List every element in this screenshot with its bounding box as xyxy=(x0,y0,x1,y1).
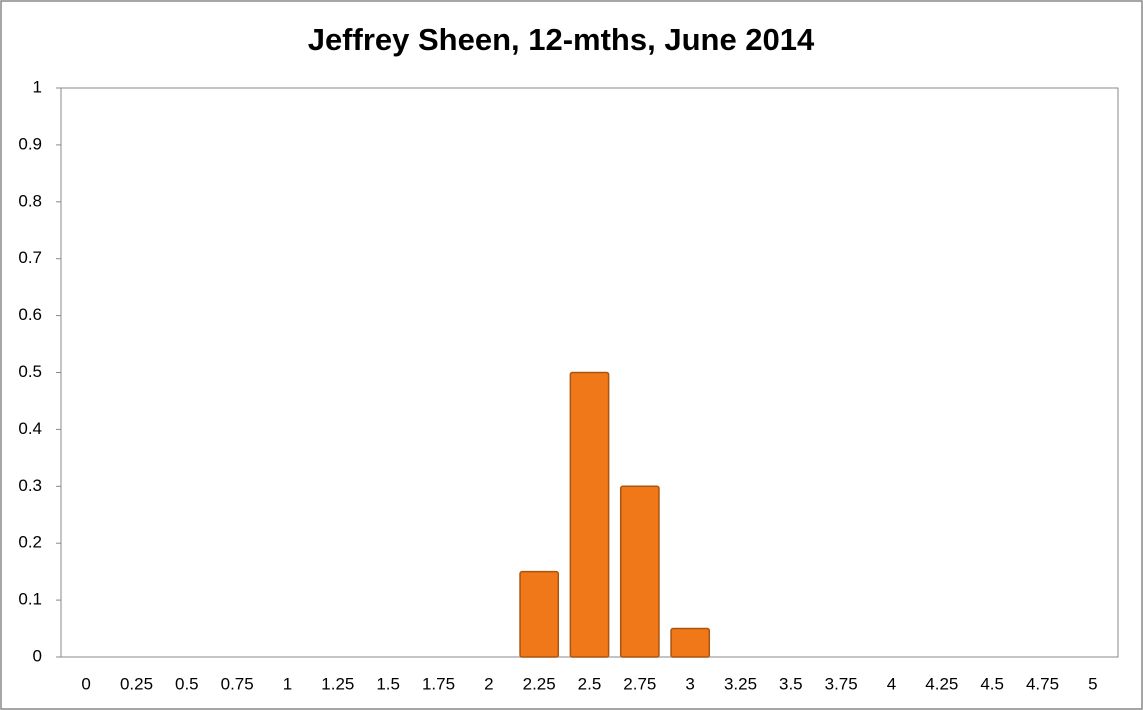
x-tick-label: 2.25 xyxy=(523,674,556,693)
x-tick-label: 3.75 xyxy=(825,674,858,693)
y-tick-label: 0.5 xyxy=(18,362,42,381)
x-tick-label: 4 xyxy=(887,674,896,693)
x-tick-label: 5 xyxy=(1088,674,1097,693)
chart-title: Jeffrey Sheen, 12-mths, June 2014 xyxy=(308,22,815,57)
x-tick-label: 2.75 xyxy=(623,674,656,693)
x-tick-label: 0.75 xyxy=(221,674,254,693)
x-tick-label: 4.75 xyxy=(1026,674,1059,693)
x-tick-label: 0 xyxy=(81,674,90,693)
x-tick-label: 1.5 xyxy=(376,674,400,693)
bar xyxy=(569,371,610,658)
x-tick-label: 1 xyxy=(283,674,292,693)
y-tick-label: 0.3 xyxy=(18,476,42,495)
x-tick-label: 1.75 xyxy=(422,674,455,693)
x-tick-label: 2 xyxy=(484,674,493,693)
x-tick-label: 3.5 xyxy=(779,674,803,693)
x-tick-label: 0.25 xyxy=(120,674,153,693)
y-tick-label: 0 xyxy=(33,646,42,665)
y-tick-label: 0.4 xyxy=(18,419,42,438)
bar xyxy=(519,570,560,658)
x-tick-label: 0.5 xyxy=(175,674,199,693)
y-tick-label: 0.8 xyxy=(18,191,42,210)
bar xyxy=(670,627,711,658)
x-tick-label: 1.25 xyxy=(321,674,354,693)
x-tick-label: 4.5 xyxy=(980,674,1004,693)
y-tick-label: 0.9 xyxy=(18,134,42,153)
y-tick-label: 0.7 xyxy=(18,248,42,267)
x-tick-label: 3.25 xyxy=(724,674,757,693)
bar xyxy=(619,485,660,658)
x-tick-label: 3 xyxy=(685,674,694,693)
y-tick-label: 0.6 xyxy=(18,305,42,324)
y-tick-label: 0.1 xyxy=(18,590,42,609)
x-tick-label: 2.5 xyxy=(578,674,602,693)
x-tick-label: 4.25 xyxy=(925,674,958,693)
y-tick-label: 0.2 xyxy=(18,533,42,552)
y-tick-label: 1 xyxy=(33,77,42,96)
